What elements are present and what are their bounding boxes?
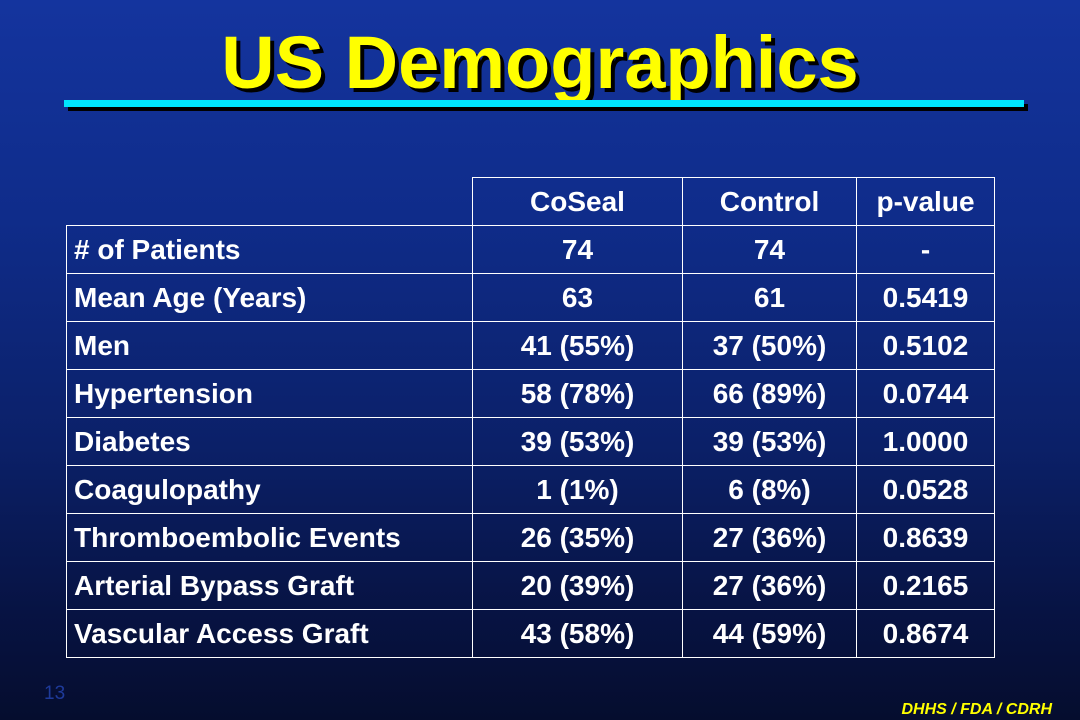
control-value: 44 (59%): [682, 609, 857, 658]
p-value: -: [856, 225, 995, 274]
table-row: Mean Age (Years) 63 61 0.5419: [66, 273, 995, 322]
p-value: 0.0528: [856, 465, 995, 514]
control-value: 61: [682, 273, 857, 322]
row-label: Coagulopathy: [66, 465, 473, 514]
row-label: Mean Age (Years): [66, 273, 473, 322]
column-header-p-value: p-value: [856, 177, 995, 226]
header-corner-cell: [66, 177, 473, 226]
title-underline: [64, 100, 1024, 107]
table-row: Coagulopathy 1 (1%) 6 (8%) 0.0528: [66, 465, 995, 514]
row-label: # of Patients: [66, 225, 473, 274]
control-value: 37 (50%): [682, 321, 857, 370]
coseal-value: 39 (53%): [472, 417, 683, 466]
p-value: 0.5419: [856, 273, 995, 322]
coseal-value: 63: [472, 273, 683, 322]
row-label: Men: [66, 321, 473, 370]
control-value: 74: [682, 225, 857, 274]
p-value: 0.8674: [856, 609, 995, 658]
coseal-value: 41 (55%): [472, 321, 683, 370]
table-row: Hypertension 58 (78%) 66 (89%) 0.0744: [66, 369, 995, 418]
column-header-control: Control: [682, 177, 857, 226]
row-label: Hypertension: [66, 369, 473, 418]
table-header-row: CoSeal Control p-value: [66, 177, 995, 226]
control-value: 6 (8%): [682, 465, 857, 514]
footer-agency: DHHS / FDA / CDRH: [901, 701, 1052, 718]
control-value: 27 (36%): [682, 561, 857, 610]
control-value: 27 (36%): [682, 513, 857, 562]
p-value: 0.5102: [856, 321, 995, 370]
slide-title: US Demographics: [221, 21, 859, 104]
table-row: Thromboembolic Events 26 (35%) 27 (36%) …: [66, 513, 995, 562]
p-value: 1.0000: [856, 417, 995, 466]
page-number: 13: [44, 683, 66, 704]
coseal-value: 1 (1%): [472, 465, 683, 514]
p-value: 0.8639: [856, 513, 995, 562]
row-label: Vascular Access Graft: [66, 609, 473, 658]
row-label: Thromboembolic Events: [66, 513, 473, 562]
table-row: Diabetes 39 (53%) 39 (53%) 1.0000: [66, 417, 995, 466]
coseal-value: 26 (35%): [472, 513, 683, 562]
coseal-value: 20 (39%): [472, 561, 683, 610]
table-row: Vascular Access Graft 43 (58%) 44 (59%) …: [66, 609, 995, 658]
coseal-value: 74: [472, 225, 683, 274]
coseal-value: 58 (78%): [472, 369, 683, 418]
p-value: 0.2165: [856, 561, 995, 610]
control-value: 39 (53%): [682, 417, 857, 466]
table-row: Arterial Bypass Graft 20 (39%) 27 (36%) …: [66, 561, 995, 610]
row-label: Arterial Bypass Graft: [66, 561, 473, 610]
table-row: # of Patients 74 74 -: [66, 225, 995, 274]
control-value: 66 (89%): [682, 369, 857, 418]
table-row: Men 41 (55%) 37 (50%) 0.5102: [66, 321, 995, 370]
p-value: 0.0744: [856, 369, 995, 418]
row-label: Diabetes: [66, 417, 473, 466]
coseal-value: 43 (58%): [472, 609, 683, 658]
demographics-table: CoSeal Control p-value # of Patients 74 …: [66, 177, 995, 658]
column-header-coseal: CoSeal: [472, 177, 683, 226]
